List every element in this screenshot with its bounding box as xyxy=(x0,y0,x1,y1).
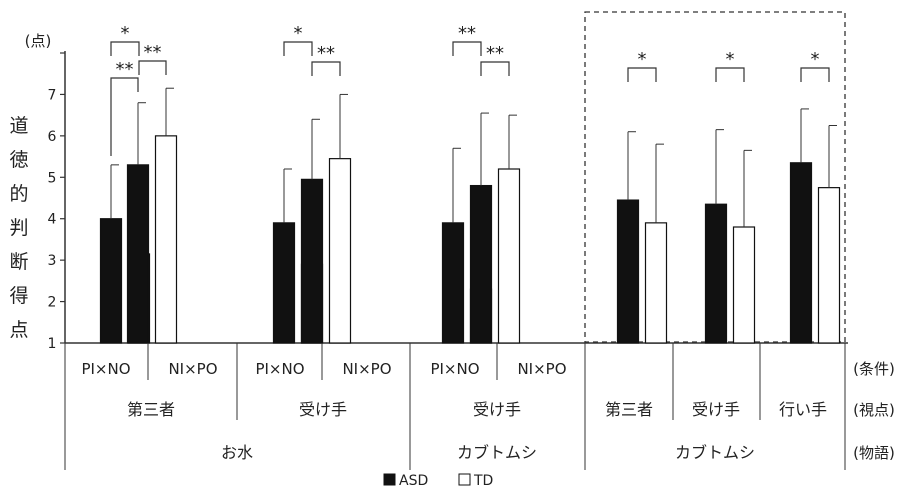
significance-bracket xyxy=(110,41,140,56)
significance-bracket xyxy=(452,41,482,56)
bar-asd xyxy=(469,184,493,344)
significance-label: ** xyxy=(317,43,335,64)
significance-label: ** xyxy=(486,43,504,64)
significance-bracket xyxy=(283,41,313,56)
viewpoint-label: 受け手 xyxy=(692,400,740,419)
condition-label: PI×NO xyxy=(81,360,130,378)
significance-layer: ************ * * * xyxy=(110,23,830,156)
significance-label: ** xyxy=(116,59,134,80)
story-label: カブトムシ xyxy=(675,443,755,462)
y-unit-label: (点) xyxy=(25,32,52,50)
significance-label: * xyxy=(121,23,130,44)
legend-label: ASD xyxy=(399,473,428,489)
bar-td xyxy=(328,158,352,344)
condition-label: NI×PO xyxy=(168,360,217,378)
bar-td xyxy=(644,222,668,344)
significance-label: ** xyxy=(458,23,476,44)
legend-label: TD xyxy=(473,473,493,489)
significance-bracket xyxy=(480,61,510,76)
story-label: カブトムシ xyxy=(457,443,537,462)
y-tick-label: 1 xyxy=(48,336,57,352)
viewpoint-label: 第三者 xyxy=(605,400,653,419)
legend-swatch-asd xyxy=(383,473,396,486)
bar-td xyxy=(154,135,178,344)
viewpoint-label: 第三者 xyxy=(127,400,175,419)
y-axis-title-char: 断 xyxy=(9,251,28,273)
condition-label: PI×NO xyxy=(255,360,304,378)
bar-asd xyxy=(272,222,296,344)
significance-label: ** xyxy=(144,42,162,63)
significance-label: * xyxy=(811,49,820,70)
viewpoint-label: 受け手 xyxy=(473,400,521,419)
significance-bracket xyxy=(627,67,657,82)
bar-asd xyxy=(704,203,728,344)
row-label: (視点) xyxy=(853,401,895,419)
bar-td xyxy=(817,187,841,344)
bars-layer xyxy=(99,87,841,344)
y-tick-label: 7 xyxy=(48,87,57,103)
y-axis-title-char: 点 xyxy=(9,319,28,341)
bar-asd xyxy=(99,218,123,344)
viewpoint-label: 受け手 xyxy=(299,400,347,419)
bar-asd xyxy=(789,162,813,344)
y-axis-title-char: 徳 xyxy=(9,149,28,171)
y-axis-title-char: 得 xyxy=(9,285,28,307)
y-tick-label: 5 xyxy=(48,170,57,186)
y-axis-title-char: 的 xyxy=(9,183,28,205)
bar-td xyxy=(497,168,521,344)
y-tick-label: 4 xyxy=(48,212,57,228)
viewpoint-label: 行い手 xyxy=(779,400,827,419)
legend: ASD TD xyxy=(383,473,493,489)
condition-label: NI×PO xyxy=(342,360,391,378)
row-label: (物語) xyxy=(853,444,895,462)
bar-asd xyxy=(300,178,324,344)
significance-bracket xyxy=(800,67,830,82)
bar-asd xyxy=(126,164,150,344)
significance-bracket xyxy=(311,61,341,76)
condition-label: NI×PO xyxy=(517,360,566,378)
significance-label: * xyxy=(294,23,303,44)
significance-bracket xyxy=(110,77,139,156)
legend-swatch-td xyxy=(458,473,471,486)
condition-label: PI×NO xyxy=(430,360,479,378)
significance-bracket xyxy=(715,67,745,82)
category-axis-layer: PI×NO NI×PO PI×NO NI×PO PI×NO NI×PO 第三者 受け手 受け手 第… xyxy=(64,343,895,470)
row-label: (条件) xyxy=(853,360,895,378)
significance-bracket xyxy=(138,60,167,75)
y-tick-label: 3 xyxy=(48,253,57,269)
y-tick-label: 2 xyxy=(48,295,57,311)
story-label: お水 xyxy=(221,443,253,462)
bar-asd xyxy=(616,199,640,344)
y-axis-title-char: 判 xyxy=(9,217,28,239)
y-axis-title-char: 道 xyxy=(9,115,28,137)
significance-label: * xyxy=(726,49,735,70)
bar-asd xyxy=(441,222,465,344)
significance-label: * xyxy=(638,49,647,70)
bar-td xyxy=(732,226,756,344)
y-tick-label: 6 xyxy=(48,129,57,145)
